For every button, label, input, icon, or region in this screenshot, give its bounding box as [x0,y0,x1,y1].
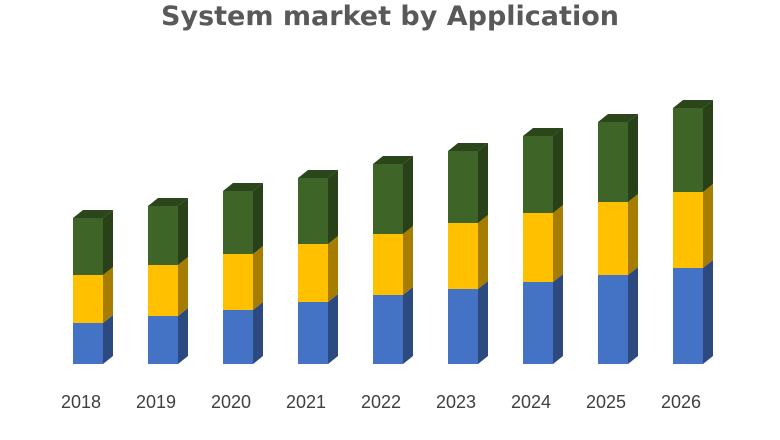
bar-2023-s0 [448,289,478,364]
bar-side-2018-s1 [103,267,113,323]
bar-side-2019-s2 [178,198,188,265]
x-tick-label: 2020 [211,392,251,412]
x-tick-label: 2018 [61,392,101,412]
x-tick-label: 2024 [511,392,551,412]
bar-side-2022-s1 [403,226,413,295]
bar-side-2024-s2 [553,128,563,213]
bar-side-2025-s2 [628,114,638,202]
bar-side-2019-s1 [178,257,188,316]
bar-2022-s2 [373,164,403,234]
bar-side-2021-s2 [328,170,338,244]
bar-2018-s2 [73,218,103,275]
bar-2022-s0 [373,295,403,364]
bar-side-2023-s2 [478,143,488,223]
bar-2020-s1 [223,254,253,310]
bar-side-2025-s0 [628,267,638,364]
bar-side-2024-s0 [553,274,563,364]
bar-top-2024 [523,128,563,136]
bar-2023-s1 [448,223,478,289]
bar-side-2021-s1 [328,236,338,302]
bar-2020-s0 [223,310,253,364]
bar-top-2019 [148,198,188,206]
bar-side-2022-s2 [403,156,413,234]
bar-side-2020-s2 [253,183,263,254]
bar-2019-s1 [148,265,178,316]
bar-side-2018-s2 [103,210,113,275]
x-tick-label: 2022 [361,392,401,412]
bar-top-2023 [448,143,488,151]
bar-2021-s2 [298,178,328,244]
bar-side-2026-s2 [703,100,713,192]
bar-2019-s0 [148,316,178,364]
x-tick-label: 2021 [286,392,326,412]
bar-2024-s1 [523,213,553,282]
bar-top-2020 [223,183,263,191]
bar-side-2018-s0 [103,315,113,364]
bar-top-2025 [598,114,638,122]
bar-top-2018 [73,210,113,218]
bar-side-2023-s0 [478,281,488,364]
bar-side-2024-s1 [553,205,563,282]
bar-2020-s2 [223,191,253,254]
x-tick-label: 2019 [136,392,176,412]
bar-top-2022 [373,156,413,164]
x-tick-label: 2025 [586,392,626,412]
bar-2023-s2 [448,151,478,223]
bar-2022-s1 [373,234,403,295]
bar-2026-s1 [673,192,703,268]
bar-2025-s0 [598,275,628,364]
bar-side-2026-s0 [703,260,713,364]
bar-side-2019-s0 [178,308,188,364]
bar-side-2026-s1 [703,184,713,268]
bar-side-2021-s0 [328,294,338,364]
bar-2021-s0 [298,302,328,364]
bar-2019-s2 [148,206,178,265]
bar-2018-s0 [73,323,103,364]
bar-2025-s2 [598,122,628,202]
bar-2026-s2 [673,108,703,192]
bar-side-2020-s1 [253,246,263,310]
x-tick-label: 2026 [661,392,701,412]
bar-top-2021 [298,170,338,178]
bar-2024-s2 [523,136,553,213]
bar-2026-s0 [673,268,703,364]
bar-side-2023-s1 [478,215,488,289]
x-tick-label: 2023 [436,392,476,412]
chart-title: System market by Application [161,1,619,32]
bar-top-2026 [673,100,713,108]
bar-2025-s1 [598,202,628,275]
bar-side-2020-s0 [253,302,263,364]
bar-side-2022-s0 [403,287,413,364]
bar-side-2025-s1 [628,194,638,275]
bar-2021-s1 [298,244,328,302]
bar-2024-s0 [523,282,553,364]
bar-2018-s1 [73,275,103,323]
